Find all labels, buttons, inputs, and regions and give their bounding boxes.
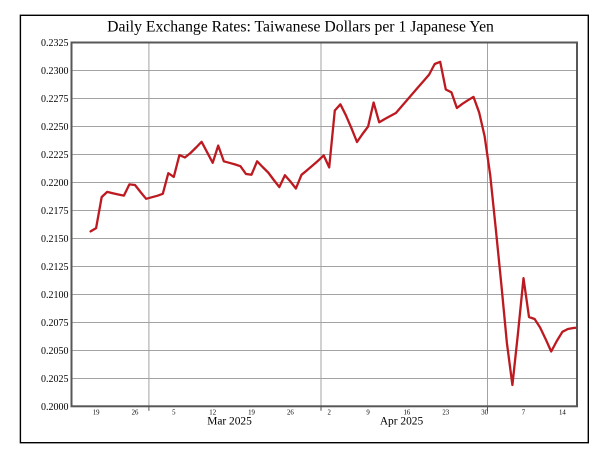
svg-text:19: 19 [93, 410, 100, 417]
svg-text:0.2150: 0.2150 [41, 234, 69, 245]
svg-text:0.2000: 0.2000 [41, 402, 69, 413]
svg-text:0.2100: 0.2100 [41, 290, 69, 301]
svg-text:Apr 2025: Apr 2025 [380, 416, 424, 428]
svg-text:7: 7 [522, 410, 526, 417]
svg-text:19: 19 [248, 410, 255, 417]
svg-text:30: 30 [481, 410, 488, 417]
svg-text:16: 16 [404, 410, 411, 417]
svg-text:2: 2 [327, 410, 331, 417]
svg-text:Mar 2025: Mar 2025 [207, 416, 252, 428]
svg-text:26: 26 [132, 410, 139, 417]
svg-text:12: 12 [209, 410, 216, 417]
svg-text:5: 5 [172, 410, 176, 417]
svg-text:0.2075: 0.2075 [41, 318, 69, 329]
svg-text:0.2275: 0.2275 [41, 94, 69, 105]
svg-text:23: 23 [442, 410, 449, 417]
svg-text:Daily Exchange Rates: Taiwanes: Daily Exchange Rates: Taiwanese Dollars … [107, 19, 494, 36]
svg-text:0.2300: 0.2300 [41, 66, 69, 77]
svg-text:14: 14 [559, 410, 566, 417]
svg-text:0.2050: 0.2050 [41, 346, 69, 357]
svg-text:0.2200: 0.2200 [41, 178, 69, 189]
svg-text:0.2325: 0.2325 [41, 38, 69, 49]
svg-text:0.2250: 0.2250 [41, 122, 69, 133]
svg-text:0.2225: 0.2225 [41, 150, 69, 161]
svg-text:0.2175: 0.2175 [41, 206, 69, 217]
svg-text:0.2025: 0.2025 [41, 374, 69, 385]
svg-text:26: 26 [287, 410, 294, 417]
svg-text:0.2125: 0.2125 [41, 262, 69, 273]
svg-text:9: 9 [366, 410, 370, 417]
